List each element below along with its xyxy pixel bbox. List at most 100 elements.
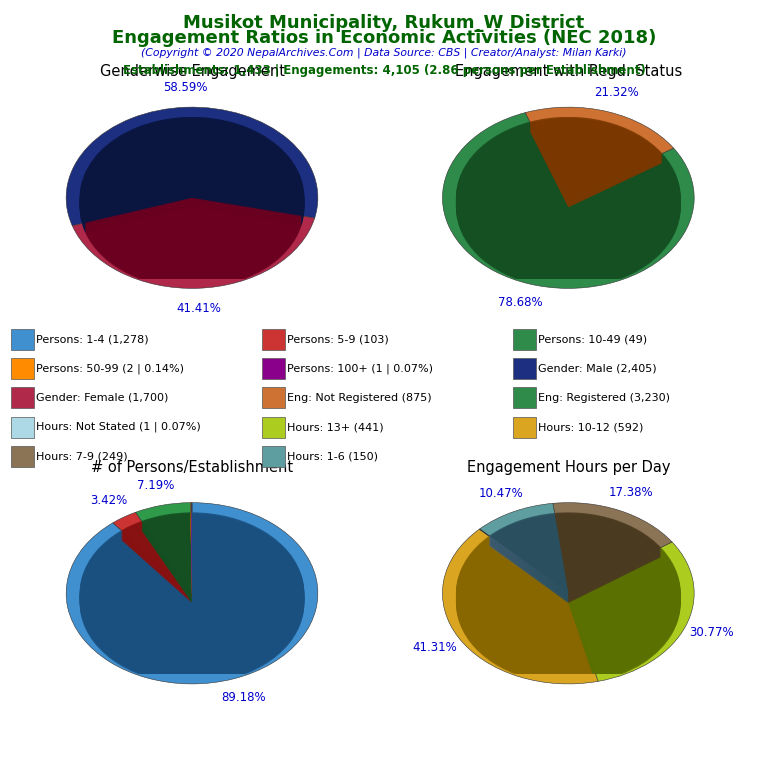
Wedge shape: [136, 503, 192, 593]
Wedge shape: [80, 125, 304, 231]
FancyBboxPatch shape: [12, 358, 35, 379]
Wedge shape: [141, 515, 192, 596]
Wedge shape: [190, 522, 192, 603]
Wedge shape: [80, 124, 304, 230]
Wedge shape: [80, 519, 304, 681]
Wedge shape: [80, 118, 304, 224]
Wedge shape: [456, 121, 680, 279]
Wedge shape: [489, 516, 568, 596]
Wedge shape: [80, 514, 304, 676]
Wedge shape: [190, 514, 192, 594]
Wedge shape: [456, 540, 595, 678]
Wedge shape: [554, 519, 661, 601]
Wedge shape: [80, 521, 304, 683]
Wedge shape: [530, 124, 662, 205]
Wedge shape: [489, 537, 568, 594]
Wedge shape: [141, 512, 192, 593]
Wedge shape: [456, 129, 680, 286]
Wedge shape: [489, 538, 568, 596]
Wedge shape: [554, 512, 661, 593]
Wedge shape: [525, 108, 674, 198]
Text: 30.77%: 30.77%: [690, 626, 734, 639]
FancyBboxPatch shape: [12, 417, 35, 438]
Wedge shape: [489, 541, 568, 599]
Wedge shape: [489, 513, 568, 593]
Wedge shape: [80, 120, 304, 226]
Wedge shape: [530, 120, 662, 200]
Wedge shape: [456, 130, 680, 287]
Text: Gender: Male (2,405): Gender: Male (2,405): [538, 363, 657, 373]
Wedge shape: [554, 522, 661, 603]
Wedge shape: [568, 556, 680, 680]
FancyBboxPatch shape: [263, 329, 285, 349]
Wedge shape: [80, 127, 304, 233]
Text: 7.19%: 7.19%: [137, 479, 174, 492]
Wedge shape: [456, 543, 595, 681]
Wedge shape: [530, 125, 662, 206]
Wedge shape: [568, 549, 680, 674]
Wedge shape: [442, 113, 694, 288]
FancyBboxPatch shape: [513, 358, 536, 379]
Wedge shape: [456, 131, 680, 288]
Wedge shape: [80, 122, 304, 228]
Wedge shape: [85, 199, 302, 280]
Text: 17.38%: 17.38%: [609, 486, 654, 499]
Text: Hours: 13+ (441): Hours: 13+ (441): [287, 422, 384, 432]
Wedge shape: [121, 525, 192, 598]
Text: Persons: 100+ (1 | 0.07%): Persons: 100+ (1 | 0.07%): [287, 363, 433, 374]
Wedge shape: [121, 527, 192, 599]
Wedge shape: [479, 529, 568, 593]
FancyBboxPatch shape: [12, 446, 35, 467]
Wedge shape: [456, 538, 595, 676]
Wedge shape: [489, 521, 568, 601]
Text: 78.68%: 78.68%: [498, 296, 542, 310]
Title: Engagement Hours per Day: Engagement Hours per Day: [467, 460, 670, 475]
Wedge shape: [85, 198, 302, 279]
Wedge shape: [568, 554, 680, 679]
FancyBboxPatch shape: [513, 387, 536, 409]
Text: 3.42%: 3.42%: [90, 494, 127, 507]
Wedge shape: [85, 205, 302, 286]
Wedge shape: [568, 557, 680, 681]
Wedge shape: [85, 207, 302, 288]
Wedge shape: [568, 542, 694, 681]
Wedge shape: [456, 123, 680, 280]
Wedge shape: [113, 512, 192, 593]
Wedge shape: [121, 521, 192, 593]
Wedge shape: [190, 512, 192, 593]
Title: # of Persons/Establishment: # of Persons/Establishment: [91, 460, 293, 475]
Text: Persons: 10-49 (49): Persons: 10-49 (49): [538, 334, 647, 344]
Wedge shape: [190, 519, 192, 601]
Wedge shape: [66, 108, 318, 226]
Text: Eng: Registered (3,230): Eng: Registered (3,230): [538, 393, 670, 403]
Text: 58.59%: 58.59%: [163, 81, 207, 94]
Wedge shape: [530, 117, 662, 198]
Wedge shape: [530, 122, 662, 204]
Wedge shape: [489, 518, 568, 599]
Wedge shape: [121, 522, 192, 594]
Wedge shape: [456, 127, 680, 284]
Text: Establishments: 1,433 | Engagements: 4,105 (2.86 persons per Establishment): Establishments: 1,433 | Engagements: 4,1…: [123, 64, 645, 77]
Text: Hours: 7-9 (249): Hours: 7-9 (249): [36, 452, 128, 462]
Wedge shape: [456, 539, 595, 677]
Wedge shape: [85, 200, 302, 281]
Wedge shape: [141, 517, 192, 598]
FancyBboxPatch shape: [12, 329, 35, 349]
Wedge shape: [85, 204, 302, 284]
Text: Gender: Female (1,700): Gender: Female (1,700): [36, 393, 169, 403]
Wedge shape: [121, 528, 192, 601]
Wedge shape: [456, 124, 680, 281]
Wedge shape: [489, 543, 568, 601]
Text: Hours: Not Stated (1 | 0.07%): Hours: Not Stated (1 | 0.07%): [36, 422, 201, 432]
Wedge shape: [72, 198, 315, 288]
Wedge shape: [530, 121, 662, 202]
Wedge shape: [80, 517, 304, 678]
Wedge shape: [554, 514, 661, 594]
Text: Hours: 1-6 (150): Hours: 1-6 (150): [287, 452, 378, 462]
Wedge shape: [554, 521, 661, 601]
Wedge shape: [489, 515, 568, 594]
Wedge shape: [554, 518, 661, 599]
Wedge shape: [190, 503, 192, 593]
Text: (Copyright © 2020 NepalArchives.Com | Data Source: CBS | Creator/Analyst: Milan : (Copyright © 2020 NepalArchives.Com | Da…: [141, 48, 627, 58]
Title: Genderwise Engagement: Genderwise Engagement: [100, 65, 284, 79]
